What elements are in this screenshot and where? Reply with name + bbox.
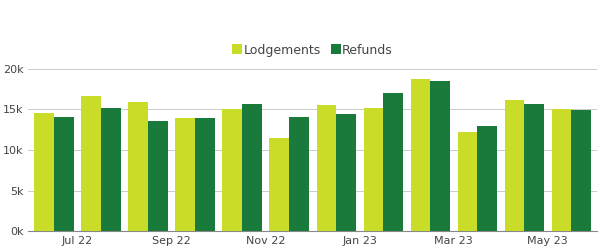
Bar: [148, 122, 168, 231]
Bar: [54, 118, 74, 231]
Bar: [101, 108, 121, 231]
Bar: [524, 104, 544, 231]
Bar: [478, 125, 497, 231]
Bar: [128, 102, 148, 231]
Bar: [82, 96, 101, 231]
Bar: [364, 108, 383, 231]
Bar: [383, 93, 403, 231]
Bar: [269, 138, 289, 231]
Bar: [289, 118, 309, 231]
Bar: [317, 105, 336, 231]
Bar: [223, 109, 242, 231]
Legend: Lodgements, Refunds: Lodgements, Refunds: [227, 39, 398, 62]
Bar: [505, 100, 524, 231]
Bar: [571, 110, 591, 231]
Bar: [336, 114, 356, 231]
Bar: [458, 132, 478, 231]
Bar: [430, 81, 450, 231]
Bar: [410, 79, 430, 231]
Bar: [34, 113, 54, 231]
Bar: [175, 118, 195, 231]
Bar: [242, 104, 262, 231]
Bar: [551, 109, 571, 231]
Bar: [195, 118, 215, 231]
